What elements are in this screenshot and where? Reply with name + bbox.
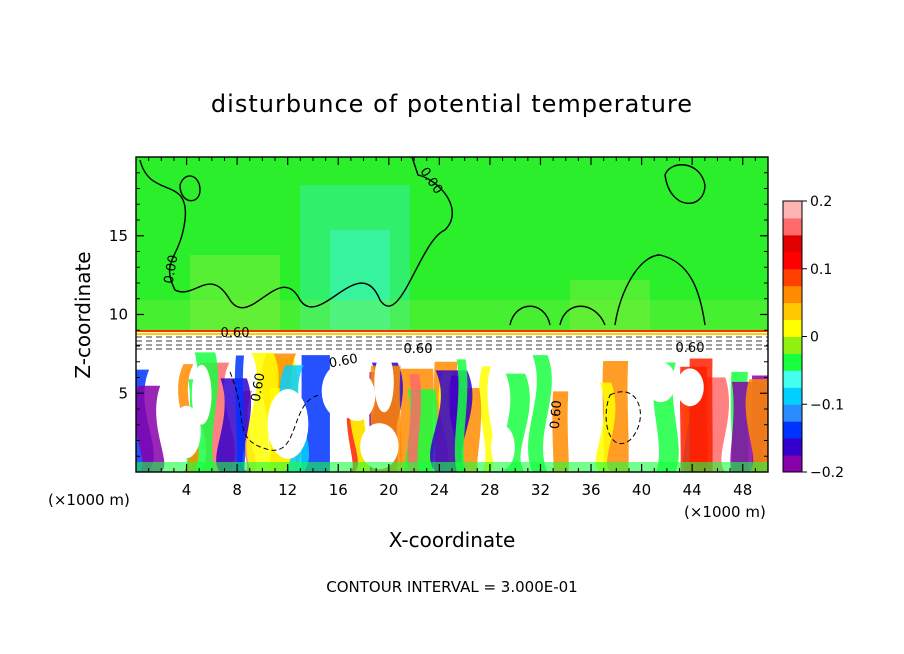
white-core: [645, 361, 677, 403]
inversion-top-yellow: [136, 333, 768, 335]
colorbar-swatch: [783, 387, 802, 405]
x-tick-label: 32: [531, 481, 550, 499]
contour-label: 0.60: [249, 372, 269, 403]
contour-line: [614, 254, 706, 326]
colorbar: −0.2 −0.1 0 0.1 0.2: [782, 194, 844, 481]
colorbar-tick-label: 0.1: [810, 262, 832, 278]
x-tick-label: 4: [182, 481, 192, 499]
colorbar-swatch: [783, 455, 802, 473]
convective-ribbon: [595, 382, 616, 472]
x-axis-label: X-coordinate: [389, 528, 516, 552]
contour-line: [559, 305, 606, 326]
contour-interval-note: CONTOUR INTERVAL = 3.000E-01: [326, 578, 577, 596]
contour-label: 0.60: [221, 326, 250, 341]
convective-layer: [136, 352, 768, 472]
convective-ribbon: [478, 366, 495, 472]
x-tick-label: 20: [379, 481, 398, 499]
colorbar-swatch: [783, 353, 802, 371]
y-axis-label: Z-coordinate: [71, 251, 95, 378]
contour-label: 0.60: [328, 352, 359, 372]
convective-ribbon: [136, 385, 165, 472]
colorbar-tick-label: −0.2: [810, 465, 844, 481]
convective-ribbon: [552, 391, 569, 472]
colorbar-swatch: [783, 234, 802, 253]
contour-label: 0.60: [548, 400, 565, 430]
yellowish-patch: [190, 255, 280, 330]
cyan-plume-core: [330, 230, 390, 330]
x-tick-label: 28: [480, 481, 499, 499]
y-tick-label: 5: [118, 384, 128, 402]
white-core: [267, 389, 309, 459]
colorbar-swatch: [783, 201, 802, 219]
contour-label: 0.00: [162, 254, 182, 285]
convective-ribbon: [745, 379, 768, 472]
colorbar-swatch: [783, 370, 802, 388]
convective-ribbon: [454, 359, 468, 472]
convective-ribbon: [407, 374, 421, 472]
x-tick-label: 16: [329, 481, 348, 499]
x-tick-label: 40: [632, 481, 651, 499]
x-tick-label: 44: [683, 481, 702, 499]
contour-label: 0.60: [404, 342, 433, 357]
yellowish-patch: [570, 280, 650, 330]
colorbar-swatch: [783, 268, 802, 287]
white-core: [171, 405, 201, 459]
colorbar-swatch: [783, 404, 802, 422]
inversion-top-red: [136, 330, 768, 332]
colorbar-swatch: [783, 251, 802, 270]
white-core: [191, 364, 212, 425]
white-core: [676, 368, 704, 407]
convective-ribbon: [246, 352, 279, 472]
x-tick-label: 24: [430, 481, 449, 499]
upper-band: [136, 300, 768, 332]
colorbar-swatch: [783, 285, 802, 304]
contour-line: [664, 164, 706, 204]
colorbar-swatch: [783, 217, 802, 236]
contour-lines: [139, 157, 706, 451]
x-unit-right: (×1000 m): [684, 503, 766, 521]
colorbar-tick-label: 0: [810, 330, 819, 346]
contour-line: [179, 175, 201, 202]
y-tick-label: 10: [109, 306, 128, 324]
upper-layer-patches: [136, 185, 768, 335]
colorbar-swatch: [783, 421, 802, 439]
convective-ribbon: [528, 355, 552, 472]
x-tick-label: 8: [232, 481, 242, 499]
x-tick-label: 36: [581, 481, 600, 499]
negative-contour: [605, 391, 641, 444]
white-core: [360, 423, 399, 470]
x-unit-left: (×1000 m): [48, 491, 130, 509]
white-core: [321, 363, 364, 419]
surface-band: [136, 462, 768, 472]
convective-ribbon: [234, 355, 246, 472]
chart-title: disturbunce of potential temperature: [211, 90, 693, 118]
plot-area: [136, 157, 768, 472]
x-tick-label: 12: [278, 481, 297, 499]
colorbar-swatch: [783, 319, 802, 337]
colorbar-tick-label: −0.1: [810, 397, 844, 413]
contour-label: 0.60: [676, 341, 705, 356]
y-tick-label: 15: [109, 227, 128, 245]
colorbar-swatch: [783, 438, 802, 456]
contour-labels: 0.000.000.600.600.60 0.600.600.60: [162, 165, 705, 430]
white-core: [491, 425, 515, 470]
negative-contour: [229, 371, 321, 451]
x-tick-label: 48: [733, 481, 752, 499]
colorbar-tick-label: 0.2: [810, 194, 832, 210]
colorbar-swatch: [783, 302, 802, 321]
contour-line: [139, 157, 453, 309]
white-core: [374, 352, 394, 413]
colorbar-swatch: [783, 336, 802, 354]
contour-line: [509, 305, 551, 326]
